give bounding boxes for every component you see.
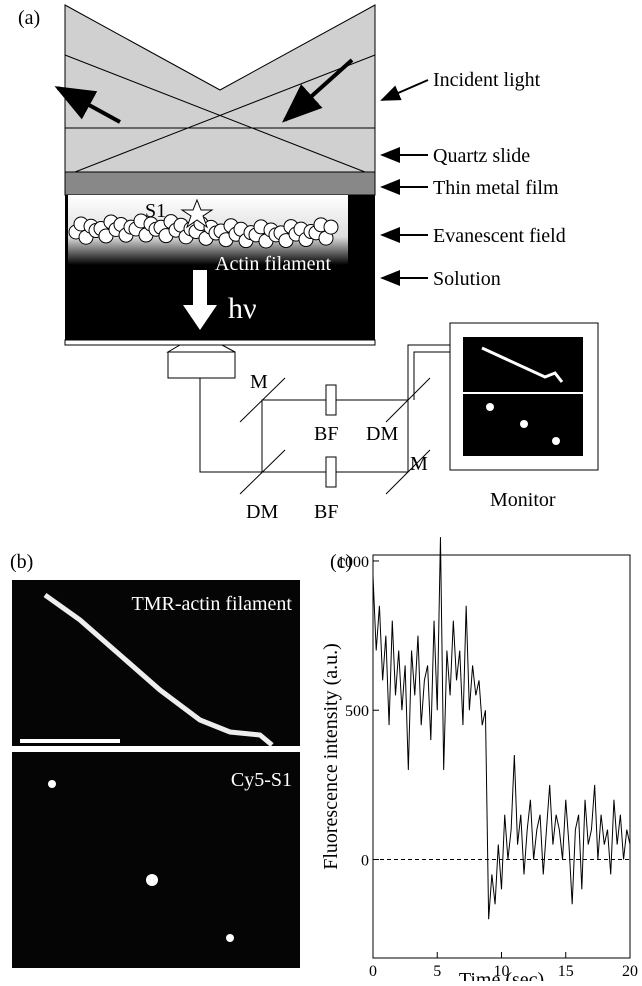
monitor-screen: [463, 337, 583, 456]
callout: Solution: [433, 268, 501, 290]
y-axis-label: Fluorescence intensity (a.u.): [320, 643, 342, 870]
x-axis-label: Time (sec): [459, 969, 544, 981]
filter-label: BF: [314, 501, 338, 523]
actin-label: Actin filament: [215, 253, 332, 275]
x-tick-label: 20: [622, 963, 638, 980]
image-label: Cy5-S1: [231, 769, 292, 791]
monitor-dot: [520, 420, 528, 428]
metal-film: [65, 172, 375, 195]
callout: Thin metal film: [433, 177, 559, 199]
y-tick-label: 0: [361, 852, 369, 869]
dichroic-label: DM: [366, 423, 398, 445]
monitor-dot: [486, 403, 494, 411]
intensity-trace: [373, 537, 630, 919]
callout: Incident light: [433, 69, 541, 91]
figure: (a) S1 Actin filament hν M BF DM DM BF M…: [0, 0, 642, 981]
plot-frame: [373, 555, 630, 958]
monitor-dot: [552, 437, 560, 445]
objective: [168, 352, 235, 378]
bead: [324, 220, 338, 234]
mirror-label: M: [250, 371, 268, 393]
prism: [65, 5, 375, 172]
photon-label: hν: [228, 292, 257, 325]
image-label: TMR-actin filament: [131, 593, 292, 615]
x-tick-label: 5: [433, 963, 441, 980]
bottom-slide: [65, 340, 375, 345]
pointer-arrows: [382, 80, 428, 278]
dichroic-label: DM: [246, 501, 278, 523]
mirror-label: M: [410, 453, 428, 475]
s1-label: S1: [145, 200, 166, 222]
filter-label: BF: [314, 423, 338, 445]
panel-label: (a): [18, 7, 40, 29]
x-tick-label: 15: [558, 963, 574, 980]
spot: [226, 934, 234, 942]
x-tick-label: 0: [369, 963, 377, 980]
monitor-label: Monitor: [490, 489, 556, 511]
y-tick-label: 500: [345, 703, 369, 720]
objective: [168, 345, 235, 352]
spot: [146, 874, 158, 886]
spot: [48, 780, 56, 788]
callout: Evanescent field: [433, 225, 566, 247]
callout: Quartz slide: [433, 145, 530, 167]
panel-label: (b): [10, 551, 33, 573]
y-tick-label: 1000: [337, 554, 369, 571]
